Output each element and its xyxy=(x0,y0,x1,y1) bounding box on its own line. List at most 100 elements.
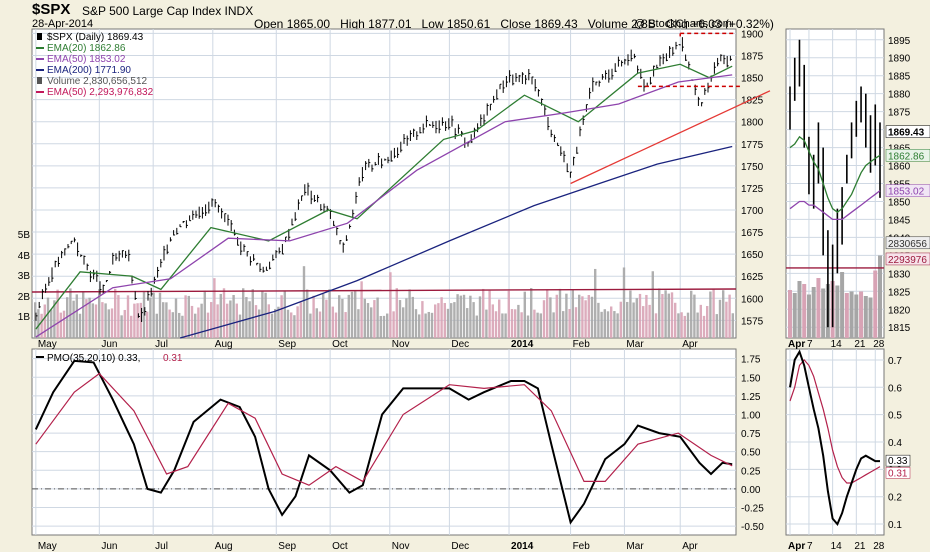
price-y-tick-label: 1850 xyxy=(741,74,764,85)
volume-bar xyxy=(123,309,126,338)
volume-bar xyxy=(466,308,469,338)
volume-bar xyxy=(101,302,104,338)
zoom-x-tick-label: 28 xyxy=(873,339,885,350)
zoom-y-tick-label: 1850 xyxy=(888,197,911,208)
volume-bar xyxy=(597,302,600,338)
pmo-x-tick-label: Jul xyxy=(155,541,168,552)
volume-bar xyxy=(667,293,670,338)
series-pmo-signal-line xyxy=(35,372,733,486)
zoom-y-tick-label: 1885 xyxy=(888,72,911,83)
series-ema200-line xyxy=(179,145,733,339)
zoom-value-box xyxy=(885,252,930,266)
volume-bar xyxy=(546,289,549,338)
price-panel xyxy=(31,28,737,339)
volume-bar xyxy=(642,306,645,338)
zoom-ema50-line xyxy=(789,190,881,221)
volume-bar xyxy=(174,298,178,338)
pmo-x-tick-label: Jun xyxy=(101,541,117,552)
volume-bar xyxy=(296,306,299,338)
price-y-tick-label: 1675 xyxy=(741,228,764,239)
volume-bar xyxy=(475,315,478,338)
pmo-y-tick-label: 1.75 xyxy=(741,355,761,366)
zoom-volume-bar xyxy=(821,288,826,338)
volume-bar xyxy=(267,304,270,338)
volume-bar xyxy=(309,313,312,338)
price-x-tick-label: Nov xyxy=(392,339,410,350)
zoom-y-tick-label: 1815 xyxy=(888,323,911,334)
price-x-tick-label: Dec xyxy=(451,339,469,350)
volume-bar xyxy=(136,303,139,338)
volume-bar xyxy=(299,302,302,338)
zoom-volume-bar xyxy=(859,291,864,338)
zoom-value-box xyxy=(885,149,930,162)
zoom-volume-bar xyxy=(840,272,845,338)
volume-bar xyxy=(565,293,568,338)
zoom-y-tick-label: 1830 xyxy=(888,269,911,280)
volume-bar xyxy=(674,302,677,338)
zoom-volume-bar xyxy=(835,285,840,338)
close-value: 1869.43 xyxy=(534,17,578,31)
zoom-pmo-value-box xyxy=(885,454,911,467)
volume-bar xyxy=(283,290,286,338)
volume-bar xyxy=(539,313,542,338)
volume-bar xyxy=(632,302,635,338)
volume-bar xyxy=(40,313,43,338)
zoom-y-tick-label: 1880 xyxy=(888,90,911,101)
price-y-tick-label: 1725 xyxy=(741,184,764,195)
volume-bar xyxy=(315,308,318,338)
volume-bar xyxy=(430,312,434,338)
volume-bar xyxy=(510,309,514,338)
zoom-pmo-value-label: 0.33 xyxy=(888,456,908,467)
volume-bar xyxy=(443,302,446,338)
zoom-value-box xyxy=(885,236,930,250)
volume-bar xyxy=(392,311,395,338)
price-y-tick-label: 1700 xyxy=(741,206,764,217)
volume-bar xyxy=(312,295,315,338)
volume-bar xyxy=(693,294,696,338)
zoom-y-tick-label: 1895 xyxy=(888,36,911,47)
volume-bar xyxy=(424,313,427,338)
volume-bar xyxy=(414,309,418,338)
volume-bar xyxy=(584,300,587,338)
volume-bar xyxy=(229,300,232,338)
low-value: 1850.61 xyxy=(446,17,491,31)
volume-bar xyxy=(139,302,142,338)
volume-bar xyxy=(517,304,520,338)
volume-bar xyxy=(619,301,622,338)
volume-bar xyxy=(526,315,530,338)
pmo-legend-signal-value: 0.31 xyxy=(163,353,183,364)
volume-bar xyxy=(290,312,293,338)
zoom-y-tick-label: 1825 xyxy=(888,287,911,298)
volume-bar xyxy=(453,302,456,338)
zoom-y-tick-label: 1820 xyxy=(888,305,911,316)
pmo-x-tick-label: Sep xyxy=(278,541,296,552)
zoom-x-tick-label: 7 xyxy=(807,339,813,350)
volume-bar xyxy=(203,290,206,338)
series-ema50-line xyxy=(35,74,733,338)
volume-bar xyxy=(360,281,363,338)
zoom-pmo-x-tick-label: 21 xyxy=(854,541,866,552)
volume-bar xyxy=(194,313,197,338)
zoom-value-label: 1869.43 xyxy=(888,128,925,139)
high-label: High xyxy=(340,17,365,31)
pmo-panel xyxy=(31,348,737,536)
open-value: 1865.00 xyxy=(286,17,331,31)
zoom-x-tick-label: Apr xyxy=(788,339,805,350)
legend-entry: EMA(200) 1771.90 xyxy=(47,65,131,76)
volume-bar xyxy=(142,290,146,338)
zoom-pmo-x-tick-label: 7 xyxy=(807,541,813,552)
legend-entry: EMA(50) 1853.02 xyxy=(47,54,126,65)
pmo-x-tick-label: May xyxy=(38,541,57,552)
volume-y-tick-label: 3B xyxy=(18,271,31,282)
volume-bar xyxy=(558,288,562,338)
volume-bar xyxy=(654,313,658,338)
volume-bar xyxy=(226,303,229,338)
volume-bar xyxy=(75,294,78,338)
volume-bar xyxy=(389,272,392,338)
volume-bar xyxy=(354,291,357,338)
pmo-legend-label: PMO(35,20,10) 0.33, xyxy=(47,353,140,364)
volume-bar xyxy=(72,300,75,338)
volume-bar xyxy=(94,304,98,338)
brand-credit[interactable]: @ StockCharts.com xyxy=(634,18,732,30)
